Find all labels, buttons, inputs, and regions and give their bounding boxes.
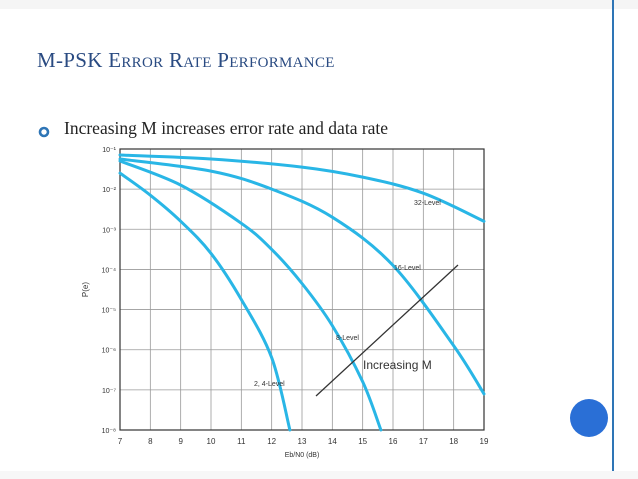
ber-chart-svg: 7 8 9 10 11 12 13 14 15 16 17 18 19 10⁻¹ 10⁻² 10⁻³ 10⁻⁴ 1… <box>81 147 489 459</box>
x-tick-label: 15 <box>358 437 367 446</box>
increasing-m-line <box>315 264 459 397</box>
series-line <box>118 153 486 223</box>
x-tick-label: 10 <box>207 437 216 446</box>
y-tick-label: 10⁻⁵ <box>102 308 116 315</box>
y-tick-label: 10⁻⁸ <box>102 428 116 435</box>
x-tick-label: 18 <box>449 437 458 446</box>
y-tick-label: 10⁻⁴ <box>102 267 117 274</box>
increasing-m-annotation: Increasing M <box>363 358 432 372</box>
plot-frame <box>119 148 485 431</box>
series-line <box>118 171 292 432</box>
series-label: 8-Level <box>336 335 359 342</box>
x-tick-label: 16 <box>389 437 398 446</box>
x-axis-label: Eb/N0 (dB) <box>285 452 320 459</box>
series-label: 2, 4-Level <box>254 381 285 388</box>
right-accent-line <box>612 0 614 479</box>
slide-title: M-PSK Error Rate Performance <box>37 48 335 72</box>
x-tick-label: 7 <box>118 437 123 446</box>
y-tick-label: 10⁻³ <box>102 227 116 234</box>
x-tick-label: 17 <box>419 437 428 446</box>
x-tick-label: 13 <box>298 437 307 446</box>
x-tick-label: 19 <box>480 437 489 446</box>
bullet-text: Increasing M increases error rate and da… <box>64 118 389 138</box>
nav-circle-button[interactable] <box>570 399 608 437</box>
series-line <box>118 157 486 396</box>
x-tick-label: 14 <box>328 437 337 446</box>
top-strip <box>0 0 638 9</box>
x-tick-label: 8 <box>148 437 153 446</box>
y-tick-label: 10⁻¹ <box>102 147 116 154</box>
x-tick-label: 12 <box>267 437 276 446</box>
series-label: 32-Level <box>414 200 441 207</box>
y-tick-label: 10⁻⁶ <box>102 348 116 355</box>
bullet-circle-icon <box>38 123 50 138</box>
series-line <box>118 159 383 432</box>
bullet-item: Increasing M increases error rate and da… <box>38 118 388 139</box>
bottom-strip <box>0 471 638 479</box>
series-label: 16-Level <box>394 265 421 272</box>
y-tick-label: 10⁻⁷ <box>102 388 116 395</box>
y-axis-label: P(e) <box>81 282 90 297</box>
x-tick-label: 9 <box>178 437 183 446</box>
ber-chart: 7 8 9 10 11 12 13 14 15 16 17 18 19 10⁻¹ 10⁻² 10⁻³ 10⁻⁴ 1… <box>74 145 494 465</box>
x-tick-label: 11 <box>237 437 246 446</box>
y-tick-label: 10⁻² <box>102 187 116 194</box>
